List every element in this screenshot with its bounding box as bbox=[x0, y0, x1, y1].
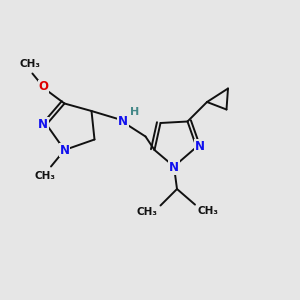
Text: N: N bbox=[59, 143, 70, 157]
Text: CH₃: CH₃ bbox=[198, 206, 219, 216]
Text: N: N bbox=[169, 160, 179, 174]
Text: CH₃: CH₃ bbox=[20, 59, 40, 69]
Text: CH₃: CH₃ bbox=[34, 171, 56, 181]
Text: H: H bbox=[130, 107, 139, 117]
Text: N: N bbox=[118, 115, 128, 128]
Text: N: N bbox=[195, 140, 205, 153]
Text: CH₃: CH₃ bbox=[136, 207, 158, 217]
Text: O: O bbox=[38, 80, 49, 94]
Text: N: N bbox=[38, 118, 48, 131]
